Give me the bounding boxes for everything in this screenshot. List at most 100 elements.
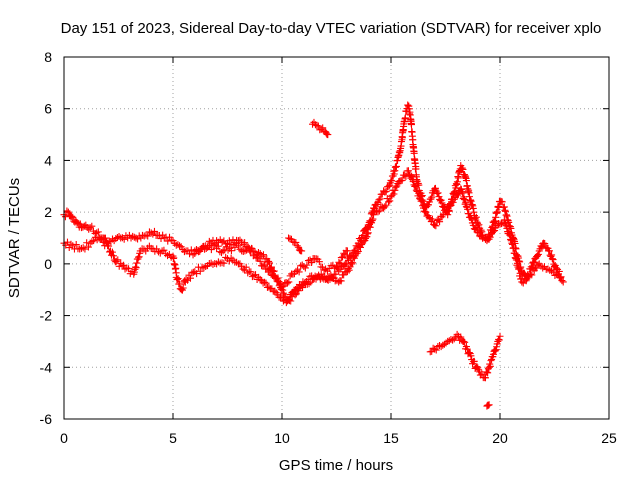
data-point-band [277, 293, 285, 301]
data-point-band [487, 357, 495, 365]
data-point-band [156, 249, 164, 257]
data-point-band [279, 289, 287, 297]
data-point-band [458, 188, 466, 196]
data-point-band [438, 213, 446, 221]
data-point [147, 229, 155, 237]
data-point-band [164, 237, 172, 245]
data-point-band [292, 238, 300, 246]
x-tick-label: 5 [169, 430, 177, 446]
data-point-band [462, 199, 470, 207]
data-point-band [410, 181, 418, 189]
data-point-band [529, 258, 537, 266]
data-point-band [193, 270, 201, 278]
data-point-band [381, 188, 389, 196]
data-point-band [393, 157, 401, 165]
data-point [64, 208, 72, 216]
data-point-band [549, 268, 557, 276]
data-point-band [265, 257, 273, 265]
data-point-band [490, 219, 498, 227]
data-point-band [392, 183, 400, 191]
data-point-band [267, 263, 275, 271]
data-point-band [464, 205, 472, 213]
data-point-band [288, 293, 296, 301]
data-point-band [266, 266, 274, 274]
data-point-band [362, 234, 370, 242]
data-point-band [314, 122, 322, 130]
data-point-band [266, 259, 274, 267]
data-point-band [336, 259, 344, 267]
data-point-band [353, 249, 361, 257]
data-point-band [200, 242, 208, 250]
data-point-band [492, 346, 500, 354]
data-point-band [120, 235, 128, 243]
data-point-band [459, 165, 467, 173]
data-point-band [271, 287, 279, 295]
data-point-band [479, 234, 487, 242]
y-tick-label: 0 [44, 256, 52, 272]
data-point-band [465, 189, 473, 197]
data-point-band [459, 189, 467, 197]
data-point-band [433, 189, 441, 197]
data-point-band [295, 287, 303, 295]
data-point-band [501, 220, 509, 228]
data-point-band [272, 289, 280, 297]
data-point-band [420, 204, 428, 212]
data-point-band [466, 213, 474, 221]
data-point-band [96, 235, 104, 243]
data-point-band [136, 249, 144, 257]
data-point-band [436, 218, 444, 226]
data-point-band [445, 337, 453, 345]
data-point-band [552, 264, 560, 272]
data-point-band [170, 254, 178, 262]
data-point [559, 278, 567, 286]
data-point-band [542, 265, 550, 273]
y-axis-label: SDTVAR / TECUs [6, 178, 23, 298]
data-point-band [489, 222, 497, 230]
data-point-band [133, 259, 141, 267]
data-point-band [294, 266, 302, 274]
data-point-band [61, 213, 69, 221]
data-point-band [390, 190, 398, 198]
data-point-band [242, 263, 250, 271]
x-tick-label: 0 [60, 430, 68, 446]
data-point-band [359, 239, 367, 247]
data-point-band [358, 234, 366, 242]
data-point-band [227, 247, 235, 255]
data-point-band [295, 268, 303, 276]
data-point-band [450, 195, 458, 203]
data-point-band [129, 232, 137, 240]
data-point-band [462, 202, 470, 210]
data-point [431, 221, 439, 229]
data-point-band [541, 240, 549, 248]
data-point-band [397, 138, 405, 146]
data-point-band [549, 256, 557, 264]
data-point-band [328, 274, 336, 282]
data-point-band [369, 215, 377, 223]
data-point-band [250, 271, 258, 279]
data-point-band [255, 254, 263, 262]
data-point-band [127, 234, 135, 242]
data-point-band [507, 235, 515, 243]
data-point-band [279, 297, 287, 305]
data-point [93, 229, 101, 237]
data-point-band [465, 349, 473, 357]
data-point-band [251, 250, 259, 258]
data-point [293, 242, 301, 250]
data-point-band [94, 228, 102, 236]
data-point-band [495, 335, 503, 343]
data-point-band [132, 263, 140, 271]
data-point-band [506, 231, 514, 239]
data-point-band [263, 283, 271, 291]
data-point-band [63, 207, 71, 215]
data-point-band [551, 263, 558, 271]
data-point-band [109, 252, 117, 260]
data-point-band [144, 232, 152, 240]
y-tick-label: -4 [40, 359, 53, 375]
data-point-band [473, 363, 481, 371]
data-point-band [105, 242, 113, 250]
data-point-band [198, 263, 206, 271]
y-tick-label: 8 [44, 49, 52, 65]
data-point-band [157, 235, 165, 243]
data-point-band [311, 121, 319, 129]
data-point-band [528, 271, 536, 279]
